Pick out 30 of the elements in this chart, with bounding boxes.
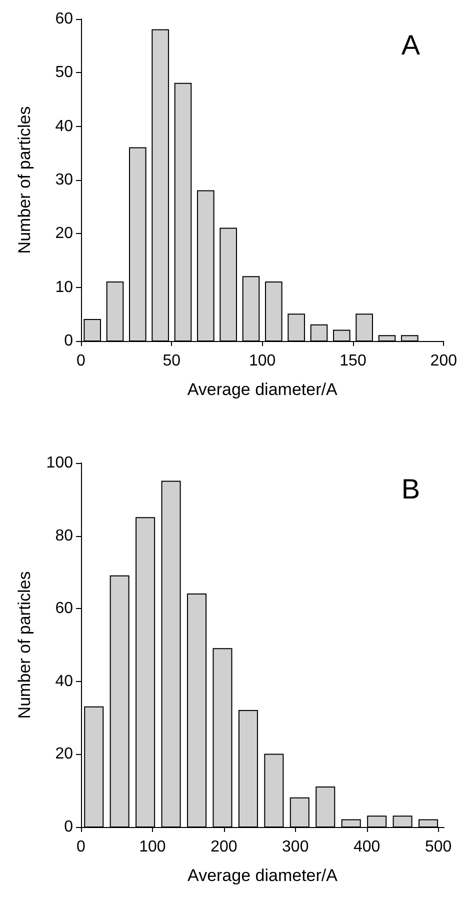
x-tick-label: 0 (76, 352, 86, 370)
x-axis-title: Average diameter/A (187, 380, 338, 399)
y-tick-label: 30 (55, 172, 74, 188)
x-tick-label: 0 (76, 838, 86, 856)
x-tick-label: 200 (430, 352, 458, 370)
y-tick-label: 80 (55, 527, 74, 544)
y-tick-label: 20 (55, 746, 74, 763)
y-tick-label: 40 (55, 118, 74, 135)
y-tick-label: 20 (55, 225, 74, 242)
x-tick-label: 150 (340, 352, 366, 370)
y-tick-label: 0 (64, 818, 74, 836)
y-tick-label: 100 (46, 454, 74, 472)
y-tick-label: 40 (55, 672, 74, 690)
y-tick-label: 50 (55, 64, 74, 82)
x-tick-label: 300 (282, 838, 309, 856)
x-tick-label: 200 (210, 838, 238, 856)
y-axis-title: Number of particles (15, 106, 34, 254)
x-axis-title: Average diameter/A (188, 866, 338, 885)
x-tick-label: 400 (353, 838, 380, 856)
x-tick-label: 500 (424, 838, 452, 856)
annotation: B (401, 474, 420, 504)
y-tick-label: 60 (55, 10, 74, 28)
annotation: A (401, 30, 420, 60)
x-tick-label: 100 (248, 352, 276, 370)
y-axis-title: Number of particles (15, 571, 34, 719)
y-tick-label: 0 (64, 332, 74, 350)
y-tick-label: 10 (55, 278, 74, 296)
x-tick-label: 50 (162, 352, 181, 370)
y-tick-label: 60 (55, 600, 74, 618)
x-tick-label: 100 (139, 838, 166, 856)
